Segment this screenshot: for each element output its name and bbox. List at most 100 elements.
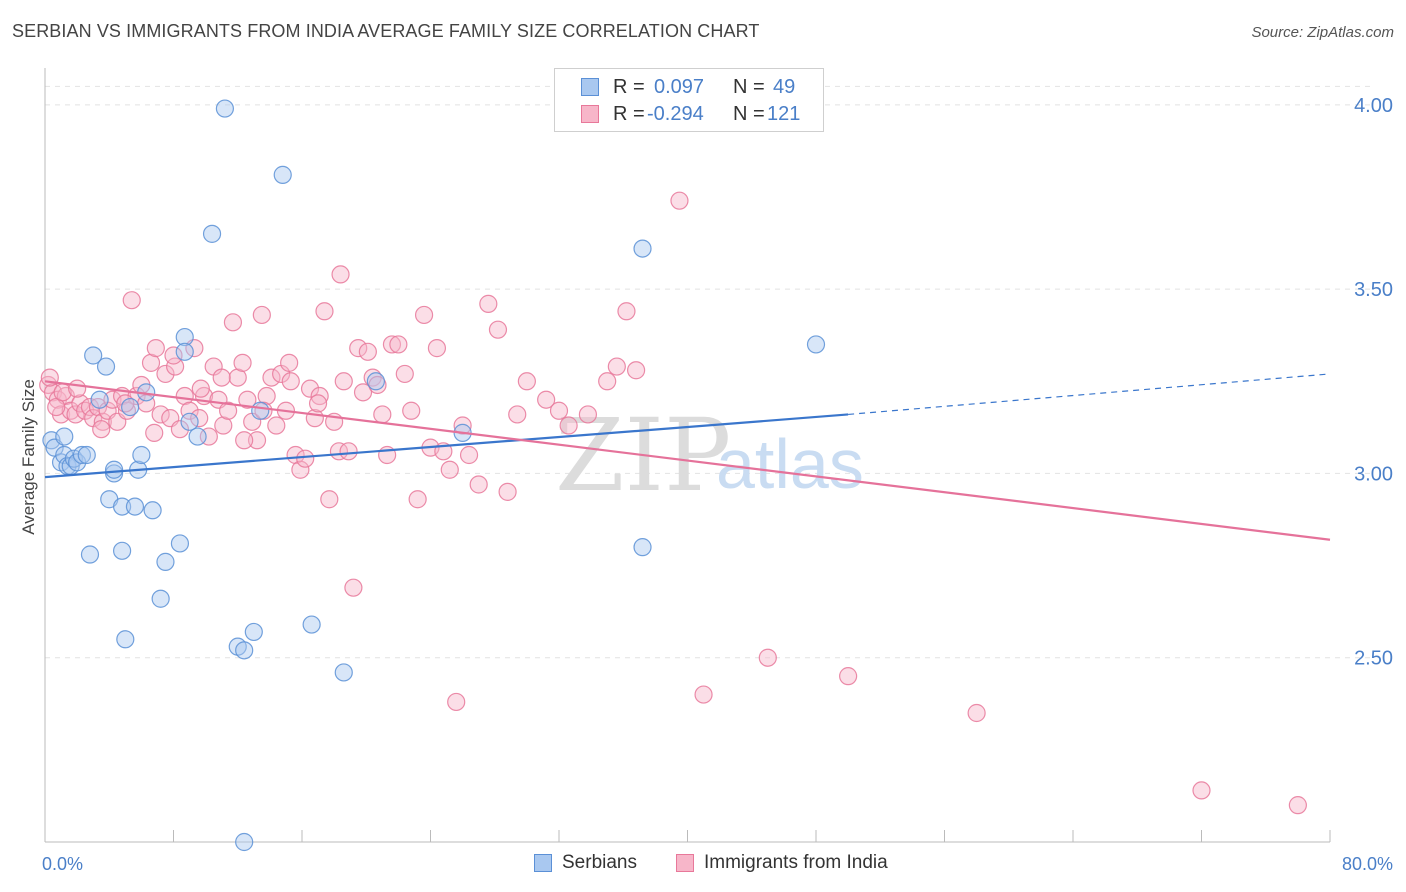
legend-r-value: -0.294: [647, 102, 704, 125]
serbian-point: [96, 357, 116, 376]
serbian-point: [215, 99, 234, 118]
india-point: [280, 353, 299, 372]
india-point: [145, 423, 164, 442]
india-point: [281, 372, 300, 391]
india-point: [151, 405, 170, 424]
india-point: [66, 405, 85, 424]
serbian-points: [42, 99, 826, 852]
legend-label-india: Immigrants from India: [704, 852, 888, 873]
india-point: [291, 460, 310, 479]
serbian-point: [132, 445, 151, 465]
legend-row-india: R = -0.294 N = 121: [555, 101, 823, 127]
india-point: [339, 442, 358, 461]
india-point: [670, 191, 689, 210]
serbian-point: [188, 427, 207, 446]
india-point: [315, 302, 334, 321]
legend-r-value: 0.097: [654, 75, 705, 98]
india-point: [344, 578, 363, 597]
india-point: [414, 305, 434, 325]
india-point: [310, 386, 329, 406]
india-point: [267, 416, 286, 435]
legend-swatch-serbians: [534, 854, 552, 872]
legend-series: Serbians Immigrants from India: [0, 852, 1406, 878]
india-point: [92, 420, 111, 439]
legend-item-serbians[interactable]: Serbians: [534, 852, 637, 874]
serbian-point: [806, 335, 826, 354]
serbian-point: [112, 497, 132, 516]
india-point: [170, 420, 190, 439]
india-point: [353, 383, 373, 402]
serbian-point: [244, 622, 263, 642]
india-point: [402, 401, 421, 420]
y-tick-label: 2.50: [1354, 648, 1393, 670]
india-point: [617, 302, 636, 321]
legend-label-serbians: Serbians: [562, 852, 637, 873]
india-point: [320, 490, 339, 509]
india-point: [469, 475, 488, 494]
india-point: [247, 431, 267, 450]
india-point: [453, 416, 472, 435]
serbian-point: [251, 401, 270, 420]
legend-item-india[interactable]: Immigrants from India: [676, 852, 888, 874]
y-tick-label: 3.50: [1354, 279, 1393, 301]
india-point: [549, 401, 569, 420]
india-point: [537, 390, 556, 409]
legend-swatch-india: [676, 854, 694, 872]
legend-stats: R = 0.097 N = 49 R = -0.294 N = 121: [554, 68, 824, 132]
india-point: [146, 339, 165, 358]
serbian-point: [55, 427, 74, 446]
india-point: [235, 431, 254, 450]
serbian-point: [121, 397, 140, 417]
serbian-point: [334, 663, 353, 682]
india-point: [190, 409, 209, 428]
x-tick-labels: 0.0% 80.0%: [42, 854, 1393, 874]
serbian-point: [156, 552, 175, 571]
serbian-point: [104, 460, 124, 479]
serbian-point: [235, 832, 254, 852]
serbian-point: [72, 445, 92, 465]
india-point: [427, 339, 447, 358]
india-point: [395, 364, 414, 384]
serbian-point: [116, 630, 135, 649]
serbian-point: [633, 239, 652, 258]
india-point: [578, 405, 598, 424]
legend-swatch-india: [581, 105, 599, 123]
india-point: [447, 692, 466, 712]
india-point: [839, 667, 858, 686]
india-point: [252, 305, 271, 325]
india-point: [164, 346, 183, 365]
india-point: [305, 409, 324, 428]
serbians-trend-line: [44, 413, 849, 479]
legend-n-value: 49: [773, 75, 796, 98]
india-point: [408, 490, 427, 509]
india-point: [758, 648, 777, 667]
india-point: [1192, 781, 1211, 800]
india-point: [93, 412, 112, 431]
x-tick-label: 80.0%: [1342, 854, 1393, 874]
india-point: [156, 364, 175, 384]
india-point: [517, 372, 536, 391]
serbian-point: [143, 501, 162, 520]
y-tick-label: 4.00: [1354, 95, 1393, 117]
india-point: [214, 416, 233, 435]
india-point: [373, 405, 392, 424]
india-point: [349, 339, 368, 358]
serbian-point: [366, 372, 385, 391]
serbians-trend-extension: [848, 373, 1331, 416]
serbian-point: [175, 327, 194, 347]
india-point: [498, 482, 517, 501]
y-tick-label: 3.00: [1354, 463, 1393, 485]
india-point: [308, 394, 328, 413]
axes: [44, 68, 1331, 843]
india-point: [175, 386, 194, 406]
legend-r-label: R =: [613, 75, 645, 98]
x-tick-label: 0.0%: [42, 854, 83, 874]
serbian-point: [80, 545, 100, 564]
legend-n-label: N =: [733, 102, 765, 125]
india-point: [228, 368, 247, 387]
legend-swatch-serbians: [581, 78, 599, 96]
india-point: [598, 372, 617, 391]
india-point: [626, 361, 646, 380]
india-point: [479, 294, 498, 313]
serbian-point: [125, 497, 145, 516]
